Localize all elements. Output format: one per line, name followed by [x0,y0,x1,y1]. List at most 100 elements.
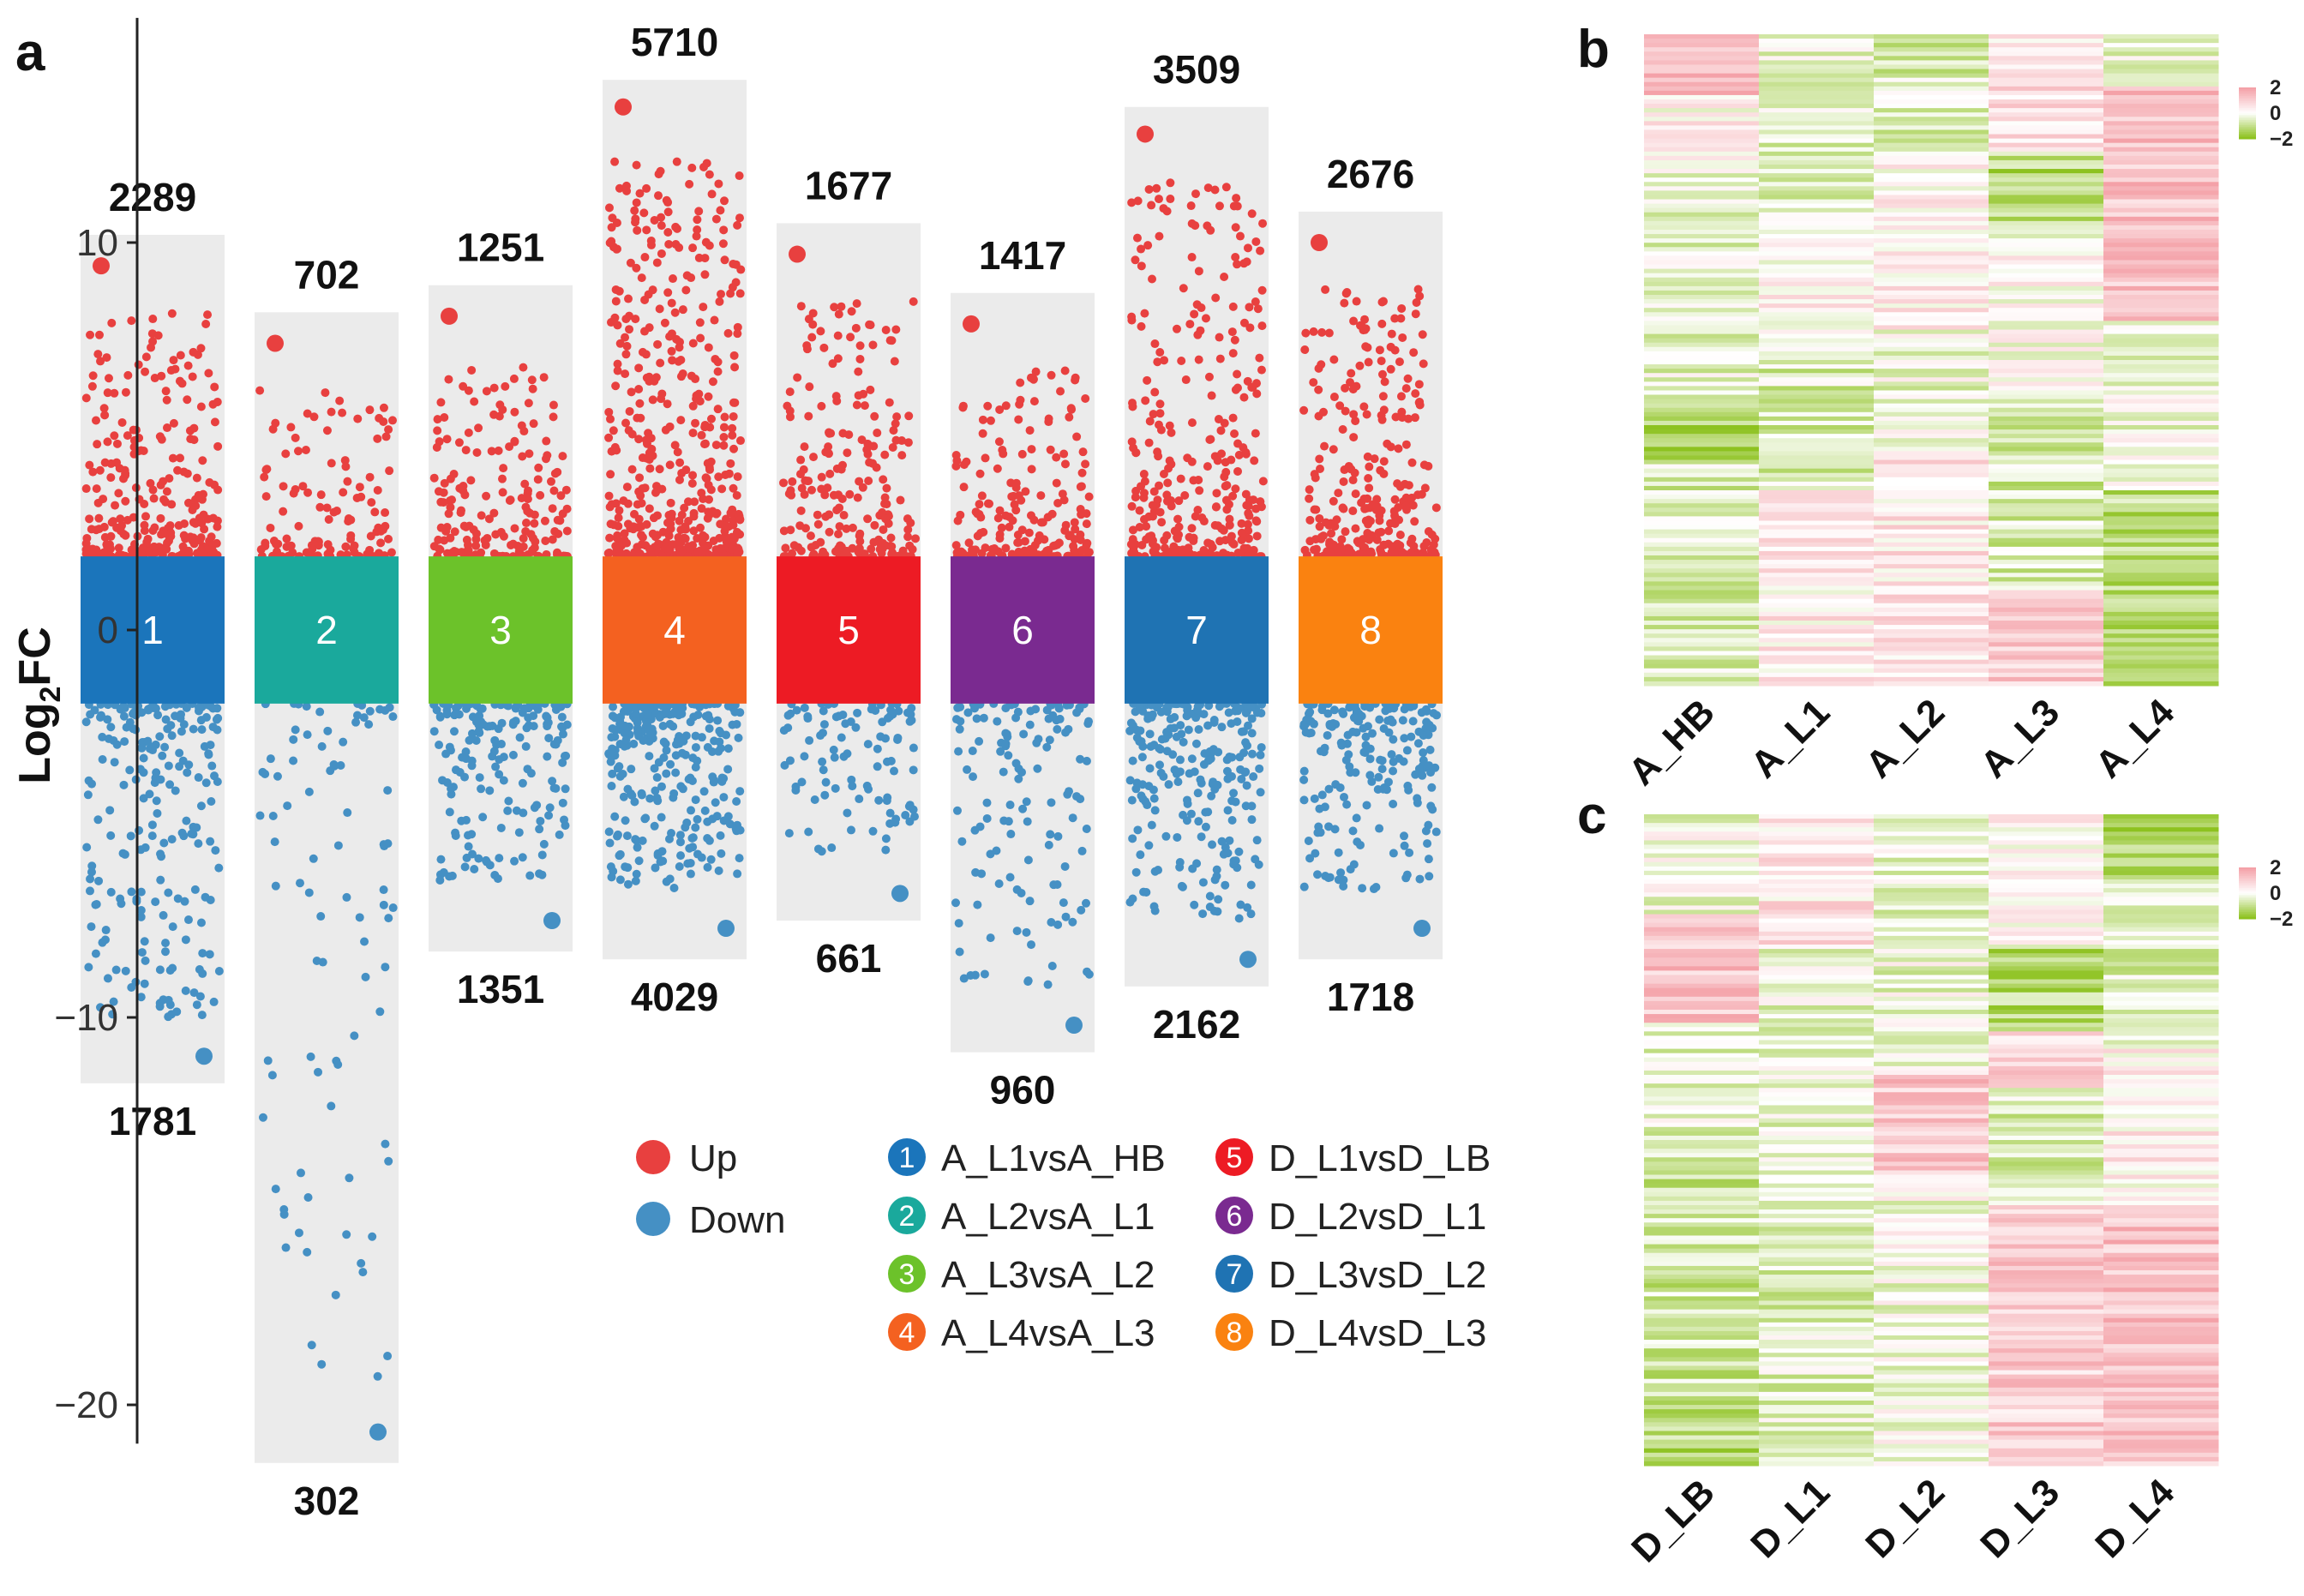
heatmap-cell [1759,182,1875,187]
heatmap-cell [1644,86,1760,92]
heatmap-cell [1759,1157,1875,1162]
down-point [1330,825,1340,834]
heatmap-cell [1759,290,1875,296]
down-point [360,937,369,946]
up-point [1128,525,1137,535]
up-point [1235,231,1245,241]
heatmap-cell [1874,590,1989,596]
down-point [303,1192,313,1202]
up-point [859,389,868,399]
down-point [1005,801,1015,810]
heatmap-cell [1989,1075,2104,1080]
up-point [87,549,96,559]
up-point [689,526,699,536]
up-point [975,510,984,519]
heatmap-cell [1989,260,2104,266]
heatmap-cell [1874,112,1989,117]
up-point [149,542,159,551]
scale-swatch [2239,130,2256,133]
heatmap-cell [1644,165,1760,170]
y-axis-title: Log2FC [10,627,67,784]
heatmap-cell [1759,234,1875,239]
up-point [99,495,108,504]
up-point [610,313,620,322]
up-point [896,495,905,505]
heatmap-cell [1644,1456,1760,1462]
down-point [1352,728,1361,737]
up-point [459,482,468,491]
up-point [436,398,446,407]
up-point [688,339,698,348]
heatmap-cell [1644,1135,1760,1141]
up-point [1234,450,1244,459]
heatmap-cell [1989,1105,2104,1111]
heatmap-cell [1644,1248,1760,1254]
up-point [1329,355,1339,364]
heatmap-cell [1644,1378,1760,1384]
heatmap-cell [1874,564,1989,569]
heatmap-cell [1759,1005,1875,1011]
heatmap-cell [1759,615,1875,621]
up-point [1420,483,1430,493]
down-point [719,816,729,825]
up-point [625,325,634,334]
down-point [1213,780,1222,789]
heatmap-cell [1644,1317,1760,1323]
heatmap-cell [1874,1391,1989,1397]
up-point [688,243,698,253]
heatmap-cell [1759,992,1875,998]
down-point [700,806,710,815]
up-point [622,538,632,548]
heatmap-cell [2103,420,2219,426]
down-point [652,793,662,802]
heatmap-cell [1644,43,1760,48]
heatmap-cell [1874,1270,1989,1275]
up-point [705,170,714,179]
heatmap-cell [1989,1265,2104,1271]
heatmap-cell [1644,1401,1760,1406]
heatmap-cell [1759,451,1875,456]
heatmap-cell [1759,1209,1875,1215]
up-point [344,514,353,524]
down-point [1065,787,1074,796]
heatmap-cell [1759,529,1875,535]
heatmap-cell [1989,625,2104,630]
heatmap-cell [1874,195,1989,201]
up-point [688,541,698,550]
heatmap-cell [1989,195,2104,201]
up-point [1378,392,1388,401]
heatmap-cell [1759,1149,1875,1154]
up-point [175,376,184,386]
down-point [503,701,513,711]
down-point [955,947,964,957]
down-point [495,854,504,863]
down-point [1299,795,1309,805]
heatmap-cell [1874,507,1989,513]
up-point [691,375,700,384]
down-point [1329,705,1339,715]
down-point [1257,742,1266,752]
heatmap-cell [1989,472,2104,478]
down-point [831,783,840,793]
down-point [141,956,150,965]
up-point [1155,231,1164,241]
down-point [357,1258,366,1268]
heatmap-cell [1989,983,2104,989]
down-point [1147,820,1156,830]
heatmap-cell [1874,472,1989,478]
cluster-band-4 [603,556,747,704]
heatmap-cell [2103,416,2219,422]
down-point [1138,780,1148,789]
down-point [536,816,545,825]
down-point [1231,856,1240,866]
cluster-number-4: 4 [663,608,686,652]
up-point [1256,497,1265,507]
up-point [1315,513,1324,523]
up-point [882,500,891,509]
up-point [638,532,647,542]
max-up-point-6 [963,315,980,333]
heatmap-cell [2103,234,2219,239]
down-point [705,723,714,733]
up-point [1311,473,1320,483]
heatmap-cell [1644,1149,1760,1154]
